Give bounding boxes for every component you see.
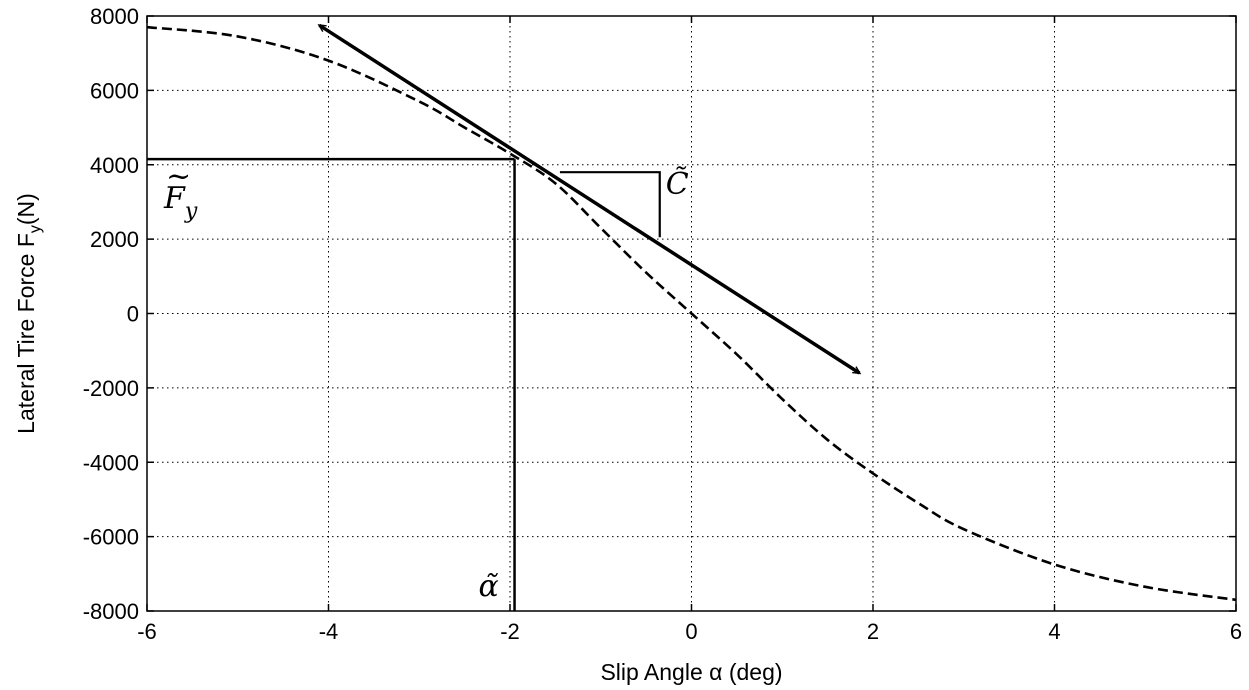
- y-tick-label: 6000: [90, 78, 139, 103]
- y-tick-label: -4000: [83, 450, 139, 475]
- fy-tilde-letter: F: [163, 181, 186, 216]
- y-tick-label: 4000: [90, 153, 139, 178]
- y-tick-label: -2000: [83, 376, 139, 401]
- y-axis-label-subscript: y: [27, 225, 44, 233]
- x-axis-label-main: Slip Angle: [600, 659, 702, 685]
- fy-tilde-base: Fy: [163, 181, 198, 224]
- x-axis-label: Slip Angle α (deg): [600, 659, 782, 685]
- axis-ticks: -6 -4 -2 0 2 4 6 8000 6000 4000 2000 0 -2000 -4000 -60…: [83, 4, 1242, 644]
- slope-triangle: [559, 171, 661, 238]
- fy-tilde-label: ~ Fy: [163, 159, 198, 224]
- x-tick-label: -6: [137, 619, 157, 644]
- c-tilde-label: C̃: [666, 167, 689, 202]
- fy-tilde-accent: ~: [166, 159, 191, 194]
- fy-tilde-subscript: y: [184, 199, 198, 224]
- annotation-overlay: [147, 23, 862, 611]
- alpha-tilde-label: α̃: [479, 569, 499, 604]
- y-tick-label: -8000: [83, 599, 139, 624]
- x-tick-label: -4: [319, 619, 339, 644]
- x-axis-label-symbol: α: [709, 659, 722, 685]
- y-tick-label: 8000: [90, 4, 139, 29]
- x-tick-label: -2: [500, 619, 520, 644]
- x-tick-label: 6: [1230, 619, 1242, 644]
- x-tick-label: 2: [867, 619, 879, 644]
- x-tick-label: 4: [1048, 619, 1060, 644]
- y-tick-label: 2000: [90, 227, 139, 252]
- cornering-stiffness-tangent: [317, 23, 862, 375]
- y-tick-label: 0: [127, 302, 139, 327]
- x-tick-label: 0: [685, 619, 697, 644]
- y-tick-label: -6000: [83, 525, 139, 550]
- y-axis-label-main: Lateral Tire Force F: [13, 233, 39, 434]
- x-axis-label-unit: (deg): [729, 659, 783, 685]
- y-axis-label: Lateral Tire Force Fy(N): [13, 193, 44, 434]
- y-axis-label-unit: (N): [13, 193, 39, 225]
